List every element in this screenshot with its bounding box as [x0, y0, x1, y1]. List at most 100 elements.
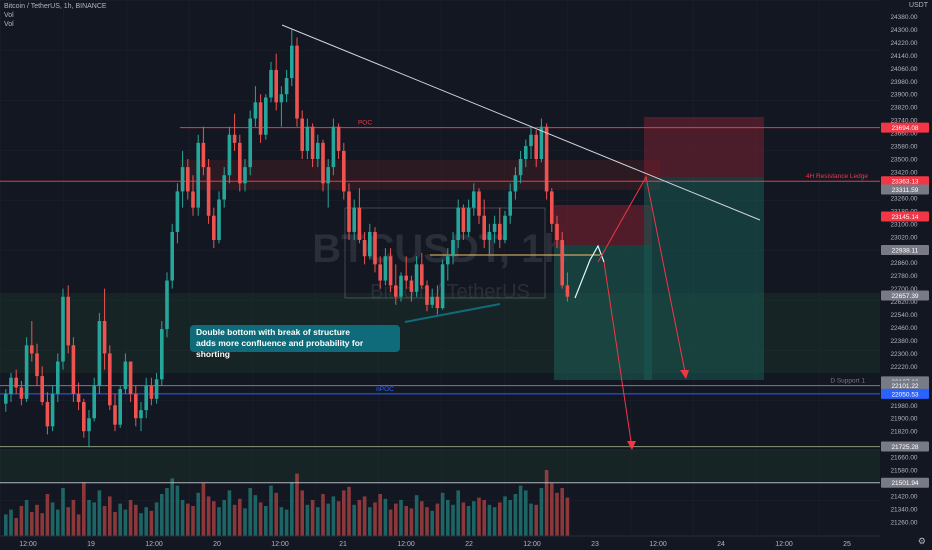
gear-icon[interactable]: ⚙: [917, 536, 926, 546]
volume-bar: [550, 483, 554, 536]
vol-label-2[interactable]: Vol: [4, 21, 14, 28]
price-badge: [881, 441, 929, 452]
lower-demand-zone[interactable]: [0, 449, 880, 483]
projection-short-1[interactable]: [603, 261, 633, 449]
volume-bar: [40, 513, 44, 536]
arrow-head-1: [627, 441, 636, 450]
price-badge: [881, 290, 929, 301]
price-tick-label: 22540.00: [890, 312, 917, 319]
candle-body: [30, 345, 34, 354]
time-tick-label: 12:00: [271, 541, 289, 548]
candle-body: [227, 134, 232, 176]
price-badge-label: 22657.39: [891, 293, 918, 300]
volume-bar: [212, 501, 216, 536]
candle-body: [118, 389, 122, 425]
price-tick-label: 22380.00: [890, 338, 917, 345]
symbol-legend[interactable]: Bitcoin / TetherUS, 1h, BINANCE Vol Vol: [4, 2, 107, 29]
candle-body: [35, 353, 39, 377]
annotation-line-2: adds more confluence and probability for…: [196, 338, 364, 359]
candle-body: [87, 418, 91, 432]
volume-bar: [451, 504, 455, 536]
volume-bar: [175, 485, 180, 536]
short-stop-zone-1[interactable]: [554, 205, 652, 245]
price-badge-label: 23145.14: [891, 214, 918, 221]
volume-bar: [539, 488, 544, 536]
price-badge-label: 22938.11: [892, 248, 919, 255]
candle-body: [258, 102, 263, 135]
candle-body: [269, 69, 273, 98]
candle-body: [550, 191, 554, 224]
volume-bar: [217, 507, 221, 536]
price-tick-label: 21980.00: [890, 403, 917, 410]
annotation-callout[interactable]: Double bottom with break of structure ad…: [190, 325, 400, 359]
volume-bar: [222, 500, 226, 536]
volume-bar: [565, 497, 570, 536]
candle-body: [534, 134, 538, 160]
price-tick-label: 22220.00: [890, 364, 917, 371]
volume-bar: [113, 512, 117, 536]
symbol-title[interactable]: Bitcoin / TetherUS, 1h, BINANCE: [4, 3, 107, 10]
price-badge: [881, 122, 929, 133]
short-stop-zone-2[interactable]: [644, 117, 764, 177]
descending-trendline[interactable]: [281, 24, 761, 221]
volume-bar: [399, 500, 403, 536]
volume-bar: [134, 504, 138, 536]
watermark-ticker: BTCUSDT, 1h: [312, 227, 568, 271]
volume-bar: [180, 500, 185, 536]
price-tick-label: 23260.00: [890, 195, 917, 202]
volume-bar: [238, 498, 242, 536]
candle-body: [180, 167, 185, 192]
candle-body: [24, 345, 29, 399]
candle-body: [92, 385, 96, 419]
volume-bar: [248, 488, 252, 536]
candle-body: [201, 142, 206, 168]
short-target-zone-2[interactable]: [644, 177, 764, 380]
volume-bar: [9, 509, 13, 536]
price-badge: [881, 176, 929, 187]
candle-body: [435, 296, 440, 309]
projection-alt[interactable]: [597, 175, 687, 378]
candle-body: [362, 240, 367, 257]
volume-bar: [534, 504, 538, 536]
candle-body: [149, 385, 154, 399]
candle-body: [66, 296, 70, 346]
volume-bar: [420, 501, 424, 536]
price-tick-label: 23900.00: [890, 92, 917, 99]
candle-body: [399, 275, 403, 297]
candle-body: [191, 191, 195, 208]
candle-body: [175, 191, 180, 232]
price-tick-label: 23020.00: [890, 234, 917, 241]
volume-bar: [425, 507, 429, 536]
resistance-zone[interactable]: [180, 160, 660, 190]
candle-body: [451, 240, 455, 257]
candle-body: [446, 256, 450, 265]
vol-label-1[interactable]: Vol: [4, 12, 14, 19]
volume-bars: [4, 470, 570, 536]
candle-body: [336, 126, 341, 151]
candle-body: [425, 285, 429, 305]
candle-body: [123, 361, 128, 390]
price-tick-label: 21900.00: [890, 416, 917, 423]
volume-bar: [305, 504, 310, 536]
candle-body: [186, 167, 190, 192]
volume-bar: [149, 510, 154, 536]
time-tick-label: 12:00: [775, 541, 793, 548]
volume-bar: [14, 518, 18, 536]
candle-body: [477, 191, 481, 216]
candle-body: [264, 97, 268, 135]
time-axis[interactable]: 12:00 19 12:00 20 12:00 21 12:00 22 12:00 23 12:00…: [19, 541, 851, 548]
candle-body: [487, 231, 492, 241]
volume-bar: [544, 470, 549, 536]
volume-bar: [295, 473, 299, 536]
candle-body: [440, 264, 445, 309]
candle-body: [482, 215, 486, 241]
short-target-zone-1[interactable]: [554, 245, 652, 380]
price-badge: [881, 184, 929, 195]
price-badge: [881, 388, 929, 399]
price-tick-label: 23740.00: [890, 118, 917, 125]
currency-label[interactable]: USDT: [908, 2, 928, 9]
candle-body: [76, 393, 81, 403]
range-box[interactable]: [344, 207, 546, 299]
projection-bounce[interactable]: [574, 244, 605, 299]
